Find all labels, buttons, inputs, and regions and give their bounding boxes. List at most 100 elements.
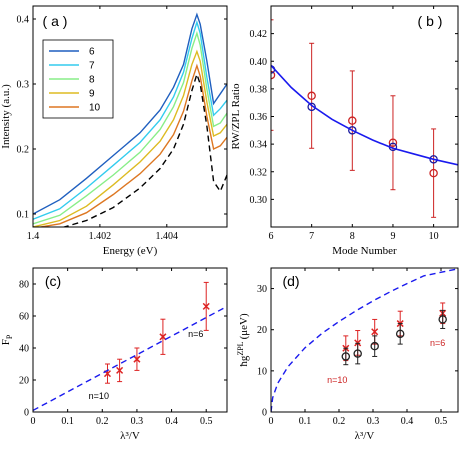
x-axis-label-a: Energy (eV) (103, 245, 158, 257)
series-line-a-5 (61, 72, 227, 227)
plot-area-d (271, 268, 458, 412)
y-tick-label-a: 0.3 (17, 80, 30, 91)
data-point-b (271, 70, 276, 80)
y-tick-label-d: 10 (257, 366, 267, 377)
legend: 6 7 8 9 10 (42, 39, 114, 119)
legend-label: 8 (89, 75, 95, 86)
x-tick-label-a: 1.402 (89, 231, 112, 242)
x-tick-label-a: 1.4 (27, 231, 40, 242)
panel-a: 1.4 1.402 1.404 0.1 0.2 0.3 0.4 Energy (eV) Inte… (0, 5, 228, 257)
panel-label-b: ( b ) (418, 13, 443, 29)
annotation-d-1: n=6 (430, 338, 445, 348)
x-tick-label-b: 8 (350, 231, 355, 242)
panel-b: 6 7 8 9 10 0.30 0.32 0.34 0.36 0.38 0.40 0.42 Mode N… (230, 5, 459, 257)
y-tick-label-c: 60 (19, 312, 29, 323)
legend-label: 7 (89, 61, 95, 72)
data-point-b (307, 91, 316, 101)
panel-label-d: (d) (282, 273, 299, 289)
data-point-b (429, 168, 438, 178)
axes-frame-d (270, 267, 459, 413)
y-tick-label-b: 0.40 (250, 57, 268, 68)
data-point-d (341, 352, 351, 361)
panel-d: 0 0.1 0.2 0.3 0.4 0.5 0 10 20 30 λ³/V ħgZPL(μeV) (d)… (236, 267, 459, 442)
y-tick-label-b: 0.30 (250, 195, 268, 206)
series-line-a-2 (33, 30, 227, 225)
x-tick-label-d: 0.2 (333, 416, 346, 427)
y-tick-label-b: 0.42 (250, 29, 268, 40)
data-point-c (116, 366, 124, 374)
x-tick-label-d: 0.1 (299, 416, 312, 427)
series-line-d-2 (271, 268, 458, 412)
x-tick-label-a: 1.404 (156, 231, 179, 242)
legend-label: 6 (89, 47, 95, 58)
x-tick-label-d: 0.5 (435, 416, 448, 427)
y-tick-label-d: 30 (257, 284, 267, 295)
plot-area-b (271, 19, 458, 218)
legend-label: 10 (89, 103, 101, 114)
annotation-c-1: n=6 (188, 329, 203, 339)
y-tick-label-b: 0.32 (250, 167, 268, 178)
x-tick-label-b: 7 (309, 231, 314, 242)
y-tick-label-a: 0.2 (17, 145, 30, 156)
data-point-d (438, 315, 447, 324)
x-tick-label-c: 0.5 (200, 416, 213, 427)
y-tick-label-c: 40 (19, 344, 29, 355)
data-point-b (307, 102, 316, 112)
series-line-a-1 (33, 19, 227, 220)
x-tick-label-c: 0.3 (131, 416, 144, 427)
series-line-c-1 (33, 305, 227, 412)
x-tick-label-c: 0.2 (96, 416, 109, 427)
data-point-b (348, 126, 357, 135)
y-axis-label-c: FP (0, 334, 14, 345)
annotation-c-0: n=10 (89, 391, 109, 401)
x-tick-label-d: 0 (269, 416, 274, 427)
y-tick-label-b: 0.36 (250, 112, 268, 123)
y-tick-label-c: 20 (19, 376, 29, 387)
y-axis-label-b: RW/ZPL Ratio (230, 83, 242, 149)
x-tick-label-d: 0.3 (367, 416, 380, 427)
series-line-b-2 (271, 64, 458, 166)
data-point-d (395, 329, 405, 339)
plot-area-c (33, 281, 227, 412)
series-line-a-0 (33, 12, 227, 215)
data-point-c (133, 355, 141, 363)
data-point-b (388, 138, 398, 147)
y-tick-label-c: 0 (24, 408, 29, 419)
x-tick-label-d: 0.4 (401, 416, 414, 427)
y-axis-label-d: ħgZPL(μeV) (236, 313, 250, 367)
y-tick-label-b: 0.38 (250, 84, 268, 95)
x-tick-label-c: 0.1 (61, 416, 74, 427)
y-axis-label-a: Intensity (a.u.) (0, 84, 12, 149)
x-axis-label-b: Mode Number (332, 245, 397, 257)
x-axis-label-c: λ³/V (120, 430, 140, 442)
series-line-a-4 (36, 63, 227, 227)
y-tick-label-d: 20 (257, 325, 267, 336)
axes-frame-c (32, 267, 228, 413)
y-tick-label-a: 0.1 (17, 210, 30, 221)
y-tick-label-c: 80 (19, 280, 29, 291)
annotation-d-0: n=10 (327, 375, 347, 385)
y-tick-label-a: 0.4 (17, 15, 30, 26)
series-line-a-3 (33, 49, 227, 227)
data-point-d (371, 328, 379, 336)
panel-label-c: (c) (45, 273, 61, 289)
x-tick-label-c: 0 (31, 416, 36, 427)
data-point-c (159, 333, 167, 341)
x-tick-label-b: 6 (269, 231, 274, 242)
panel-c: 0 0.1 0.2 0.3 0.4 0.5 0 20 40 60 80 λ³/V FP (c) n=10 n=… (0, 267, 228, 442)
axes-frame-b (270, 5, 459, 228)
plot-area-a (33, 12, 227, 227)
legend-label: 9 (89, 89, 95, 100)
y-tick-label-b: 0.34 (250, 140, 268, 151)
data-point-c (202, 302, 210, 310)
x-tick-label-b: 10 (429, 231, 439, 242)
x-tick-label-b: 9 (390, 231, 395, 242)
x-tick-label-c: 0.4 (165, 416, 178, 427)
axes-frame-a (32, 5, 228, 228)
data-point-d (353, 349, 362, 358)
data-point-d (370, 341, 379, 351)
y-tick-label-d: 0 (262, 408, 267, 419)
data-point-b (348, 116, 357, 125)
x-axis-label-d: λ³/V (355, 430, 375, 442)
